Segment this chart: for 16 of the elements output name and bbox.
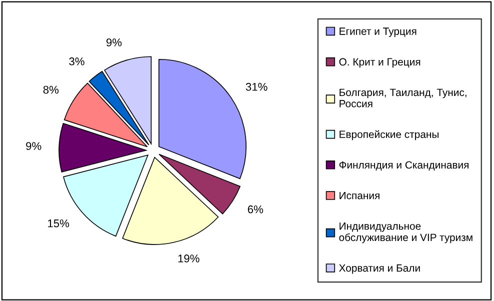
data-label: 31% <box>246 82 268 91</box>
legend-label: Болгария, Таиланд, Тунис, Россия <box>340 88 466 108</box>
data-label: 9% <box>26 142 42 150</box>
data-label: 6% <box>248 205 264 214</box>
data-label: 3% <box>69 57 84 66</box>
data-label: 19% <box>178 254 200 262</box>
legend-label: Хорватия и Бали <box>339 264 420 274</box>
legend-label: О. Крит и Греция <box>339 58 420 68</box>
data-label: 15% <box>48 219 70 228</box>
data-label: 8% <box>43 86 59 94</box>
data-label: 9% <box>106 38 122 46</box>
legend-label: Индивидуальное обслуживание и VIP туризм <box>339 222 472 244</box>
legend-label: Финляндия и Скандинавия <box>339 161 468 171</box>
legend-label: Испания <box>340 192 380 200</box>
legend-label: Европейские страны <box>340 130 438 140</box>
legend-label: Египет и Турция <box>340 28 416 38</box>
